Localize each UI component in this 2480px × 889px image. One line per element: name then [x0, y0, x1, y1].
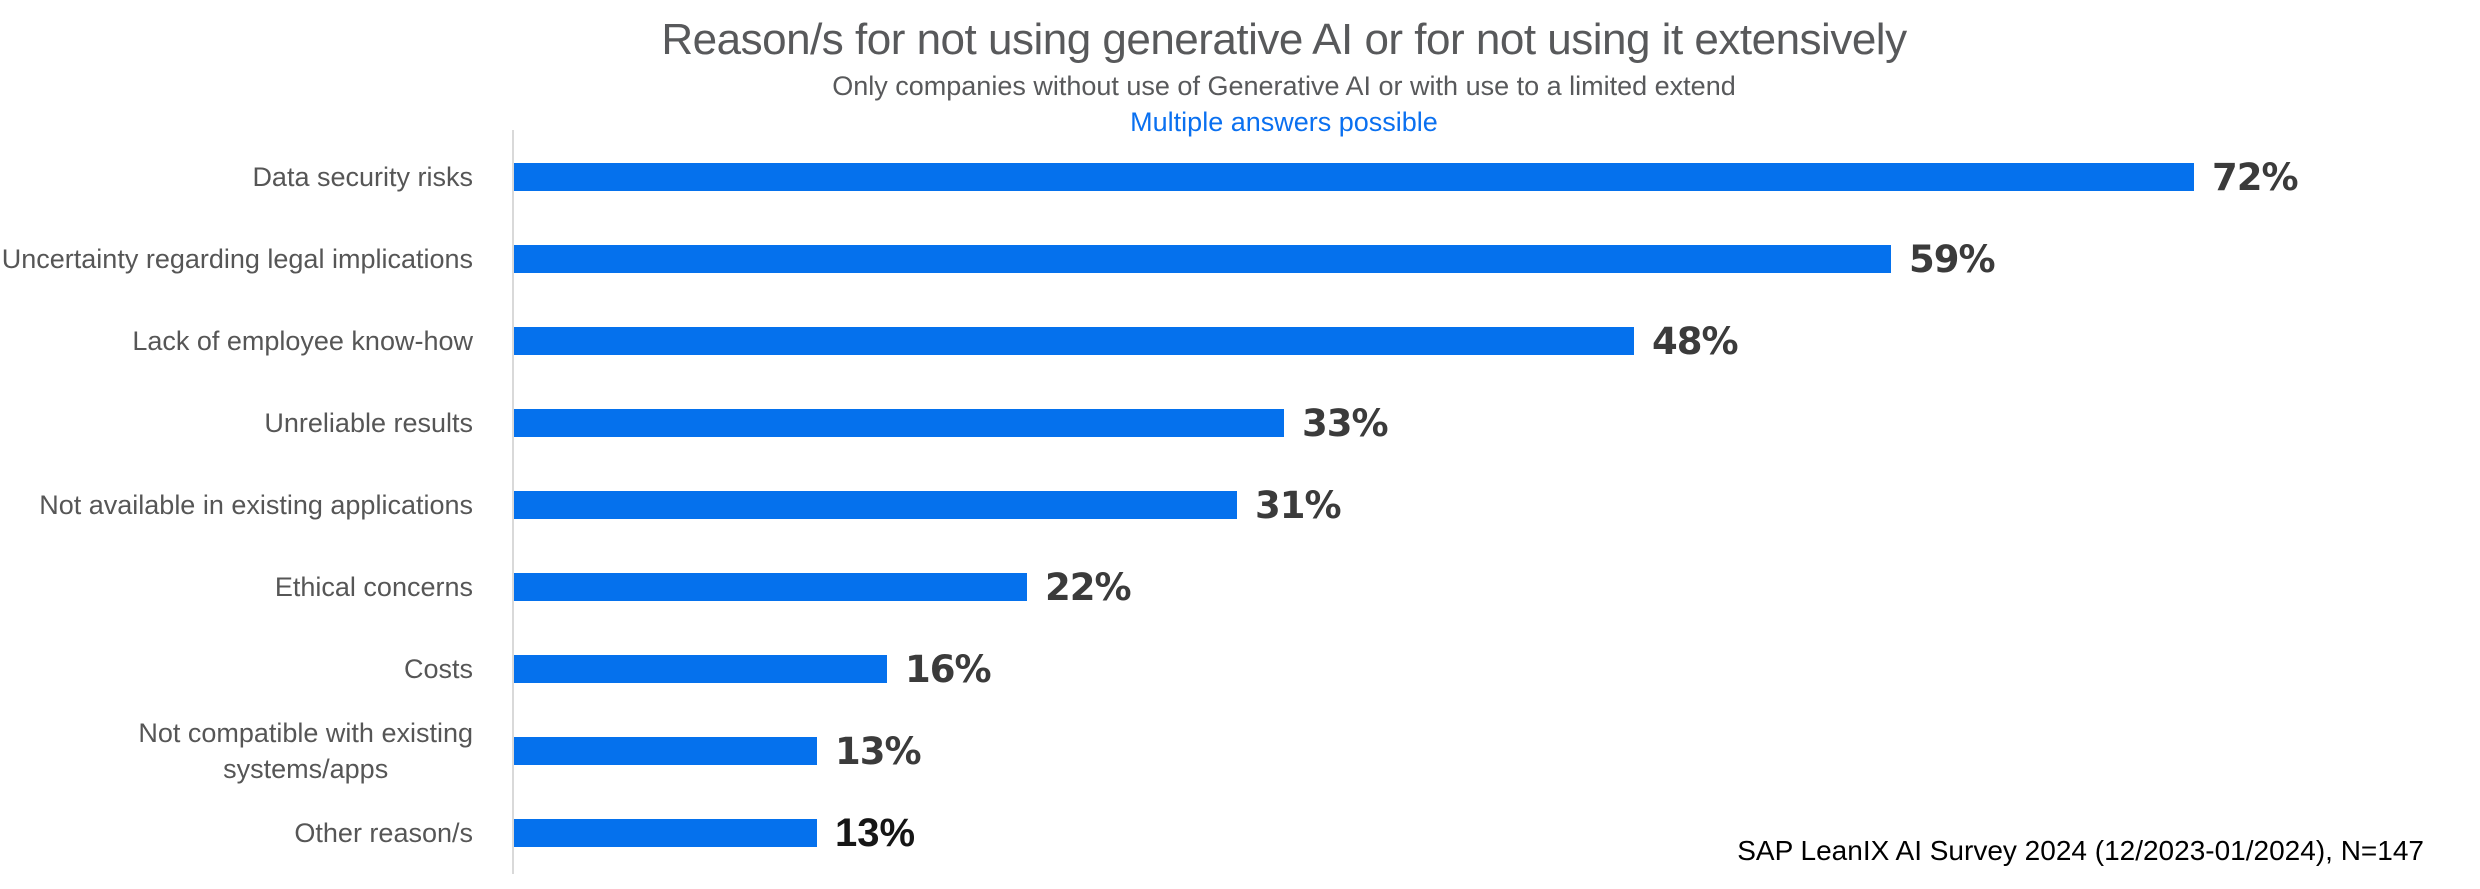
category-label: Not compatible with existing systems/app… [138, 718, 473, 784]
category-label-column: Other reason/s [0, 815, 513, 851]
bar-area: 13% [513, 730, 2480, 773]
y-axis-line [512, 130, 514, 874]
bar-area: 22% [513, 566, 2480, 609]
chart-title: Reason/s for not using generative AI or … [661, 15, 1907, 64]
bar-area: 59% [513, 238, 2480, 281]
category-label-column: Costs [0, 651, 513, 687]
category-label: Unreliable results [264, 408, 473, 438]
bar [513, 819, 817, 847]
value-label: 48% [1652, 319, 1739, 363]
category-label-column: Uncertainty regarding legal implications [0, 241, 513, 277]
bar [513, 655, 887, 683]
value-label: 16% [905, 647, 992, 691]
chart-row: Not available in existing applications 31… [0, 464, 2480, 546]
chart-row: Not compatible with existing systems/app… [0, 710, 2480, 792]
chart-row: Ethical concerns 22% [0, 546, 2480, 628]
value-label: 13% [835, 810, 916, 855]
chart-subtitle: Only companies without use of Generative… [832, 71, 1736, 101]
bar [513, 409, 1284, 437]
category-label: Data security risks [252, 162, 473, 192]
bar-chart: Data security risks 72% Uncertainty regard… [0, 130, 2480, 874]
value-label: 72% [2212, 155, 2299, 199]
category-label: Costs [403, 654, 473, 684]
value-label: 22% [1045, 565, 1132, 609]
value-label: 59% [1909, 237, 1996, 281]
category-label-column: Unreliable results [0, 405, 513, 441]
category-label: Not available in existing applications [39, 490, 473, 520]
chart-row: Unreliable results 33% [0, 382, 2480, 464]
bar [513, 491, 1237, 519]
bar-area: 16% [513, 648, 2480, 691]
chart-row: Costs 16% [0, 628, 2480, 710]
bar-area: 31% [513, 484, 2480, 527]
chart-note: Multiple answers possible [1130, 107, 1438, 137]
bar [513, 737, 817, 765]
category-label: Ethical concerns [274, 572, 473, 602]
category-label-column: Not available in existing applications [0, 487, 513, 523]
chart-row: Other reason/s 13% [0, 792, 2480, 874]
chart-row: Data security risks 72% [0, 136, 2480, 218]
bar-area: 13% [513, 811, 2480, 856]
chart-header: Reason/s for not using generative AI or … [0, 0, 2480, 138]
value-label: 33% [1302, 401, 1389, 445]
category-label: Other reason/s [294, 818, 473, 848]
bar [513, 163, 2194, 191]
category-label: Lack of employee know-how [132, 326, 473, 356]
value-label: 31% [1255, 483, 1342, 527]
bar [513, 573, 1027, 601]
source-caption: SAP LeanIX AI Survey 2024 (12/2023-01/20… [1737, 835, 2424, 866]
chart-rows: Data security risks 72% Uncertainty regard… [0, 136, 2480, 874]
category-label-column: Data security risks [0, 159, 513, 195]
chart-row: Lack of employee know-how 48% [0, 300, 2480, 382]
bar [513, 245, 1891, 273]
bar [513, 327, 1634, 355]
bar-area: 48% [513, 320, 2480, 363]
bar-area: 33% [513, 402, 2480, 445]
bar-area: 72% [513, 156, 2480, 199]
category-label-column: Not compatible with existing systems/app… [0, 715, 513, 787]
category-label-column: Ethical concerns [0, 569, 513, 605]
value-label: 13% [835, 729, 922, 773]
category-label-column: Lack of employee know-how [0, 323, 513, 359]
chart-row: Uncertainty regarding legal implications… [0, 218, 2480, 300]
category-label: Uncertainty regarding legal implications [1, 244, 473, 274]
